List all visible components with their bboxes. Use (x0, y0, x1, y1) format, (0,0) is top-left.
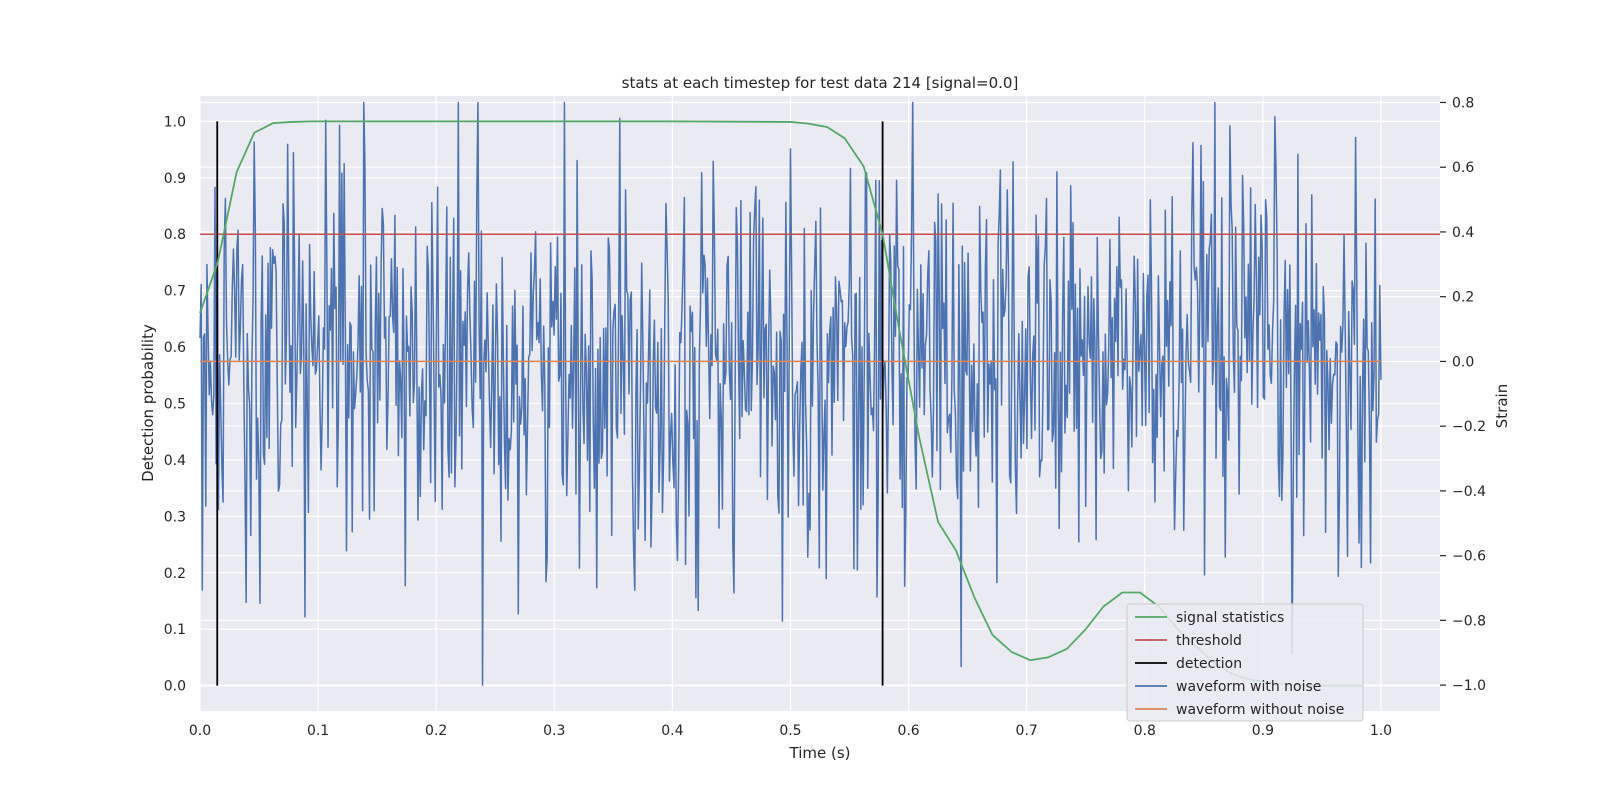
x-tick-label: 0.9 (1252, 723, 1274, 739)
series-waveform-with-noise (199, 101, 1382, 686)
y-right-tick-label: −0.4 (1452, 484, 1486, 500)
y-left-tick-label: 1.0 (164, 114, 186, 130)
y-left-tick-label: 0.6 (164, 340, 186, 356)
y-right-tick-label: 0.6 (1452, 160, 1474, 176)
legend-label: detection (1176, 656, 1242, 672)
x-tick-label: 0.7 (1016, 723, 1038, 739)
y-left-tick-label: 0.1 (164, 622, 186, 638)
y-left-tick-label: 0.5 (164, 397, 186, 413)
y-right-axis-label: Strain (1493, 384, 1511, 428)
y-left-tick-label: 0.3 (164, 509, 186, 525)
legend: signal statistics threshold detection wavef… (1126, 603, 1364, 722)
y-right-tick-label: 0.2 (1452, 290, 1474, 306)
legend-box (1126, 603, 1364, 722)
y-right-tick-label: −1.0 (1452, 678, 1486, 694)
x-tick-label: 0.2 (425, 723, 447, 739)
y-left-tick-label: 0.0 (164, 679, 186, 695)
chart-title: stats at each timestep for test data 214… (622, 74, 1019, 92)
y-right-tick-label: −0.2 (1452, 419, 1486, 435)
legend-label: waveform without noise (1176, 702, 1344, 718)
y-left-tick-label: 0.8 (164, 227, 186, 243)
y-right-tick-label: −0.8 (1452, 613, 1486, 629)
x-tick-label: 0.8 (1134, 723, 1156, 739)
y-left-tick-label: 0.2 (164, 566, 186, 582)
x-tick-label: 1.0 (1370, 723, 1392, 739)
y-left-axis-label: Detection probability (139, 324, 157, 482)
y-right-tick-label: −0.6 (1452, 549, 1486, 565)
x-tick-label: 0.4 (661, 723, 683, 739)
legend-label: signal statistics (1176, 610, 1284, 626)
x-tick-label: 0.6 (897, 723, 919, 739)
legend-label: waveform with noise (1176, 679, 1321, 695)
y-left-tick-label: 0.7 (164, 284, 186, 300)
y-right-tick-label: 0.8 (1452, 95, 1474, 111)
y-right-axis-ticks: −1.0 −0.8 −0.6 −0.4 −0.2 0.0 0.2 0.4 0.6 0.8 (1440, 95, 1486, 694)
x-tick-label: 0.1 (307, 723, 329, 739)
x-axis-label: Time (s) (789, 744, 851, 762)
x-tick-label: 0.5 (779, 723, 801, 739)
x-tick-label: 0.3 (543, 723, 565, 739)
x-tick-label: 0.0 (189, 723, 211, 739)
y-left-axis-ticks: 0.0 0.1 0.2 0.3 0.4 0.5 0.6 0.7 0.8 0.9 1.0 (164, 114, 186, 694)
legend-label: threshold (1176, 633, 1242, 649)
y-left-tick-label: 0.4 (164, 453, 186, 469)
y-right-tick-label: 0.0 (1452, 354, 1474, 370)
x-axis-ticks: 0.0 0.1 0.2 0.3 0.4 0.5 0.6 0.7 0.8 0.9 1.0 (189, 723, 1392, 739)
y-right-tick-label: 0.4 (1452, 225, 1474, 241)
y-left-tick-label: 0.9 (164, 171, 186, 187)
